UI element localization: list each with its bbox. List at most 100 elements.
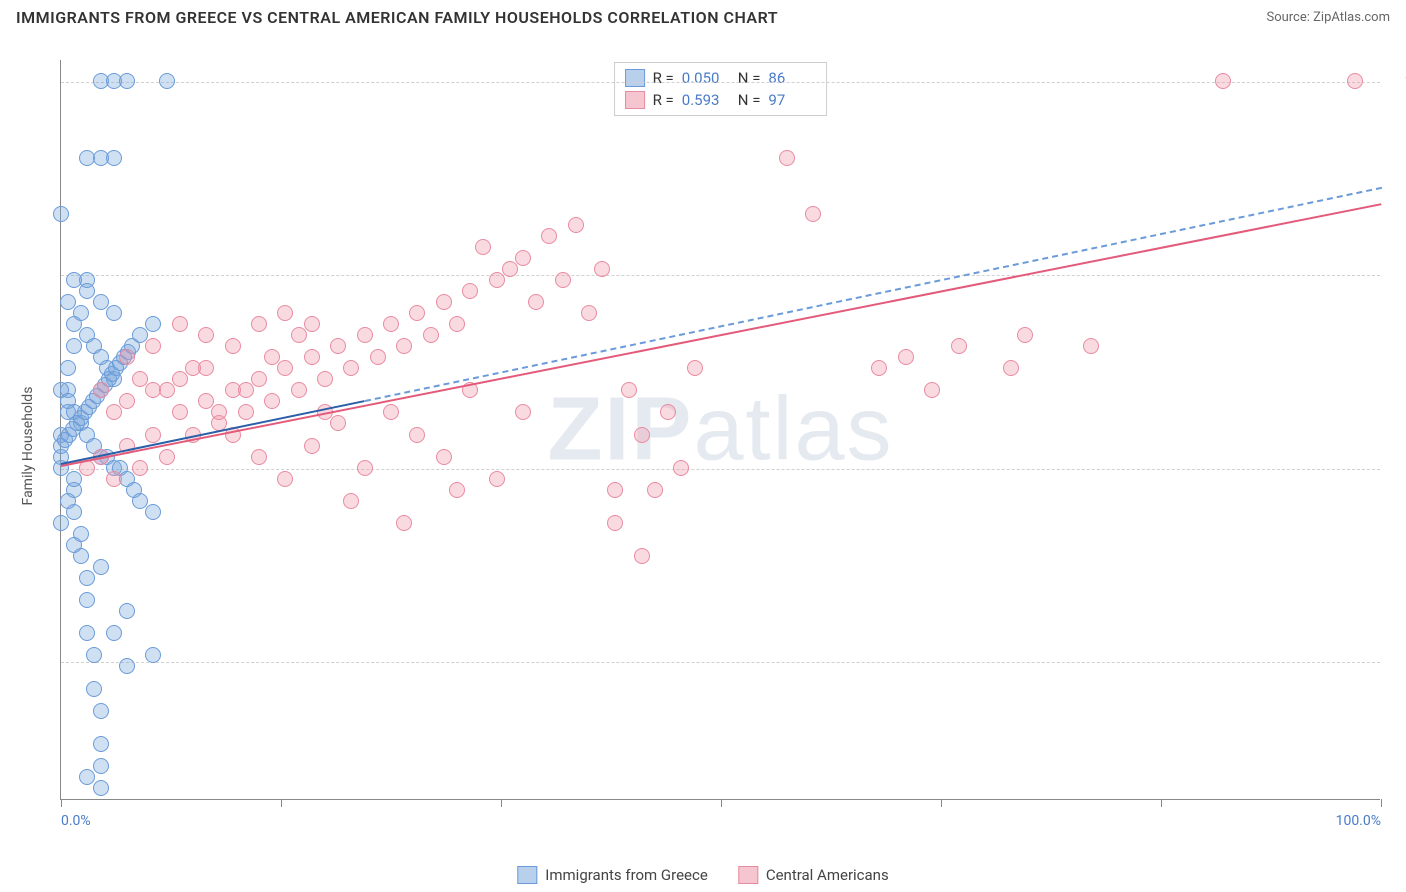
data-point — [515, 250, 531, 266]
data-point — [304, 438, 320, 454]
series-swatch — [625, 69, 645, 87]
data-point — [93, 736, 109, 752]
data-point — [106, 471, 122, 487]
data-point — [304, 316, 320, 332]
data-point — [79, 283, 95, 299]
data-point — [277, 471, 293, 487]
data-point — [449, 482, 465, 498]
source-label: Source: — [1266, 10, 1313, 25]
data-point — [251, 449, 267, 465]
legend-label: Immigrants from Greece — [545, 866, 708, 884]
data-point — [475, 239, 491, 255]
data-point — [119, 73, 135, 89]
data-point — [581, 305, 597, 321]
r-label: R = — [653, 69, 674, 87]
data-point — [951, 338, 967, 354]
data-point — [383, 404, 399, 420]
data-point — [119, 393, 135, 409]
data-point — [79, 570, 95, 586]
data-point — [383, 316, 399, 332]
data-point — [159, 449, 175, 465]
data-point — [86, 681, 102, 697]
data-point — [119, 603, 135, 619]
data-point — [238, 404, 254, 420]
data-point — [489, 471, 505, 487]
data-point — [106, 150, 122, 166]
data-point — [555, 272, 571, 288]
data-point — [924, 382, 940, 398]
data-point — [409, 427, 425, 443]
data-point — [898, 349, 914, 365]
r-value: 0.593 — [682, 91, 730, 109]
data-point — [60, 360, 76, 376]
y-axis-label: Family Households — [20, 387, 36, 506]
data-point — [145, 427, 161, 443]
n-label: N = — [738, 69, 761, 87]
n-label: N = — [738, 91, 761, 109]
data-point — [515, 404, 531, 420]
y-tick-label: 82.5% — [1390, 267, 1406, 283]
data-point — [198, 327, 214, 343]
r-label: R = — [653, 91, 674, 109]
data-point — [225, 338, 241, 354]
chart-title: IMMIGRANTS FROM GREECE VS CENTRAL AMERIC… — [16, 8, 778, 27]
data-point — [106, 305, 122, 321]
data-point — [106, 404, 122, 420]
data-point — [594, 261, 610, 277]
data-point — [86, 647, 102, 663]
data-point — [687, 360, 703, 376]
data-point — [60, 493, 76, 509]
x-tick — [1381, 799, 1382, 807]
data-point — [647, 482, 663, 498]
data-point — [132, 460, 148, 476]
data-point — [264, 349, 280, 365]
data-point — [436, 294, 452, 310]
data-point — [172, 371, 188, 387]
data-point — [660, 404, 676, 420]
data-point — [1347, 73, 1363, 89]
data-point — [159, 382, 175, 398]
x-tick — [941, 799, 942, 807]
data-point — [343, 493, 359, 509]
data-point — [93, 382, 109, 398]
series-swatch — [625, 91, 645, 109]
legend-item: Central Americans — [738, 866, 889, 884]
data-point — [73, 305, 89, 321]
data-point — [106, 625, 122, 641]
data-point — [528, 294, 544, 310]
data-point — [264, 393, 280, 409]
data-point — [159, 73, 175, 89]
data-point — [436, 449, 452, 465]
data-point — [607, 482, 623, 498]
data-point — [673, 460, 689, 476]
x-tick — [1161, 799, 1162, 807]
watermark-light: atlas — [693, 379, 893, 479]
data-point — [291, 382, 307, 398]
data-point — [119, 349, 135, 365]
data-point — [1003, 360, 1019, 376]
gridline — [61, 662, 1380, 663]
data-point — [396, 515, 412, 531]
legend: Immigrants from Greece Central Americans — [517, 866, 888, 884]
correlation-stats-box: R =0.050N =86R =0.593N =97 — [614, 62, 828, 116]
x-tick — [721, 799, 722, 807]
gridline — [61, 82, 1380, 83]
x-tick — [61, 799, 62, 807]
scatter-chart: ZIPatlas R =0.050N =86R =0.593N =97 47.5… — [60, 60, 1380, 800]
legend-swatch — [517, 866, 537, 884]
data-point — [145, 504, 161, 520]
source-value: ZipAtlas.com — [1313, 10, 1390, 25]
data-point — [145, 338, 161, 354]
data-point — [66, 537, 82, 553]
data-point — [53, 515, 69, 531]
gridline — [61, 469, 1380, 470]
data-point — [93, 294, 109, 310]
data-point — [1215, 73, 1231, 89]
data-point — [304, 349, 320, 365]
data-point — [238, 382, 254, 398]
data-point — [79, 625, 95, 641]
x-tick-label: 0.0% — [61, 813, 91, 829]
data-point — [291, 327, 307, 343]
r-value: 0.050 — [682, 69, 730, 87]
data-point — [330, 415, 346, 431]
